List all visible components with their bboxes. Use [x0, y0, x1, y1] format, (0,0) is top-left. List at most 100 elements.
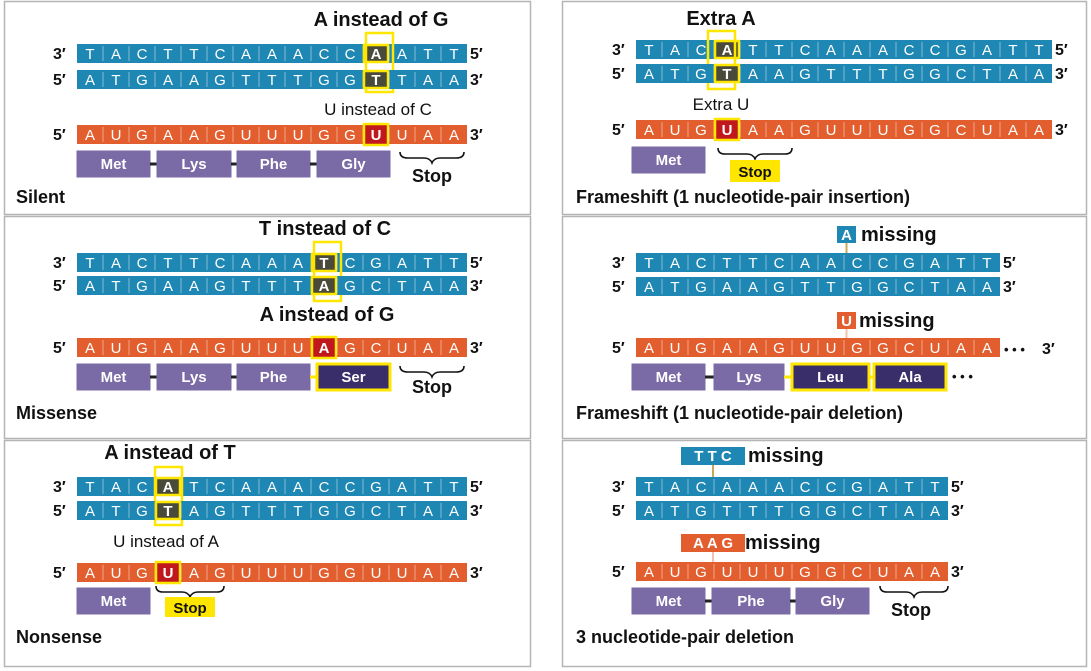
mutation-highlight [310, 275, 338, 296]
nucleotide: U [241, 127, 252, 144]
mutation-highlight [154, 560, 182, 585]
nucleotide: A [748, 279, 758, 296]
nucleotide: A [423, 278, 433, 295]
nucleotide: U [670, 340, 681, 357]
amino-acid-label: Met [101, 593, 127, 610]
nucleotide: T [722, 66, 731, 83]
nucleotide: A [449, 278, 459, 295]
nucleotide: T [397, 503, 406, 520]
nucleotide: U [397, 340, 408, 357]
five-prime-label: 5′ [1055, 42, 1068, 59]
nucleotide: A [722, 479, 732, 496]
nucleotide: G [344, 127, 356, 144]
panel-caption: Frameshift (1 nucleotide-pair insertion) [576, 187, 910, 207]
nucleotide: A [189, 565, 199, 582]
missing-label: missing [859, 310, 935, 332]
nucleotide: G [136, 340, 148, 357]
nucleotide: U [982, 122, 993, 139]
three-prime-label: 3′ [470, 278, 483, 295]
nucleotide: T [111, 72, 120, 89]
nucleotide: G [318, 503, 330, 520]
nucleotide: A [748, 66, 758, 83]
panel-frameshift-deletion: A missing 3′ 5′T A C T T C A A C C G A T T5′ 3′A T G A A G T T… [576, 224, 1055, 423]
nucleotide: A [189, 127, 199, 144]
nucleotide: U [111, 565, 122, 582]
nucleotide: A [85, 127, 95, 144]
nucleotide: A [449, 340, 459, 357]
nucleotide: C [852, 255, 863, 272]
nucleotide: A [423, 340, 433, 357]
panel-three-pair-deletion: T T C missing 3′ 5′T A C A A A C C G A T T5′ 3′A T G T T T… [576, 445, 964, 647]
nucleotide: T [423, 46, 432, 63]
amino-acid-label: Phe [260, 369, 288, 386]
nucleotide: T [826, 66, 835, 83]
mutation-highlight [362, 43, 390, 64]
nucleotide: G [695, 279, 707, 296]
nucleotide: A [1034, 122, 1044, 139]
nucleotide: A [163, 72, 173, 89]
missing-codon: A A G [693, 535, 733, 552]
nucleotide: U [293, 565, 304, 582]
nucleotide: C [137, 255, 148, 272]
nucleotide: C [904, 340, 915, 357]
amino-acid [631, 363, 706, 391]
missing-codon-box [681, 447, 745, 465]
panel-caption: Frameshift (1 nucleotide-pair deletion) [576, 403, 903, 423]
five-prime-label: 5′ [53, 127, 66, 144]
nucleotide: T [371, 72, 380, 89]
nucleotide: C [215, 46, 226, 63]
mrna-strand [77, 338, 467, 357]
nucleotide: G [136, 503, 148, 520]
nucleotide: A [930, 564, 940, 581]
nucleotide: T [397, 278, 406, 295]
missing-label: missing [745, 532, 821, 554]
nucleotide: C [319, 46, 330, 63]
mrna-ellipsis: • • • [1004, 342, 1025, 357]
nucleotide: G [214, 340, 226, 357]
nucleotide: A [293, 46, 303, 63]
nucleotide: G [318, 565, 330, 582]
nucleotide: A [85, 503, 95, 520]
nucleotide: A [826, 42, 836, 59]
nucleotide: T [267, 503, 276, 520]
nucleotide: U [293, 127, 304, 144]
stop-highlight [730, 160, 780, 182]
five-prime-label: 5′ [53, 503, 66, 520]
nucleotide: U [878, 122, 889, 139]
nucleotide: T [163, 255, 172, 272]
nucleotide: A [852, 42, 862, 59]
nucleotide: A [163, 127, 173, 144]
nucleotide: A [644, 340, 654, 357]
five-prime-label: 5′ [612, 122, 625, 139]
amino-acid-label: Ala [898, 369, 922, 386]
nucleotide: C [696, 255, 707, 272]
dna-coding-strand [77, 276, 467, 295]
nucleotide: U [111, 340, 122, 357]
nucleotide: A [423, 127, 433, 144]
nucleotide: T [85, 255, 94, 272]
amino-acid [76, 587, 151, 615]
stop-label: Stop [412, 166, 452, 186]
amino-acid-label: Met [101, 369, 127, 386]
amino-acid-label: Met [656, 152, 682, 169]
nucleotide: A [644, 503, 654, 520]
nucleotide: G [695, 503, 707, 520]
nucleotide: A [163, 278, 173, 295]
panel-caption: 3 nucleotide-pair deletion [576, 627, 794, 647]
nucleotide: A [956, 279, 966, 296]
three-prime-label: 3′ [470, 565, 483, 582]
nucleotide: T [111, 278, 120, 295]
nucleotide: A [189, 503, 199, 520]
amino-acid-label: Met [656, 593, 682, 610]
nucleotide: C [956, 66, 967, 83]
nucleotide: A [111, 479, 121, 496]
five-prime-label: 5′ [612, 564, 625, 581]
missing-nucleotide-box [837, 226, 856, 243]
nucleotide: A [267, 479, 277, 496]
nucleotide: A [826, 255, 836, 272]
nucleotide: G [695, 564, 707, 581]
nucleotide: T [670, 279, 679, 296]
nucleotide: A [85, 340, 95, 357]
mutation-highlight-frame [364, 31, 395, 94]
nucleotide: U [241, 340, 252, 357]
